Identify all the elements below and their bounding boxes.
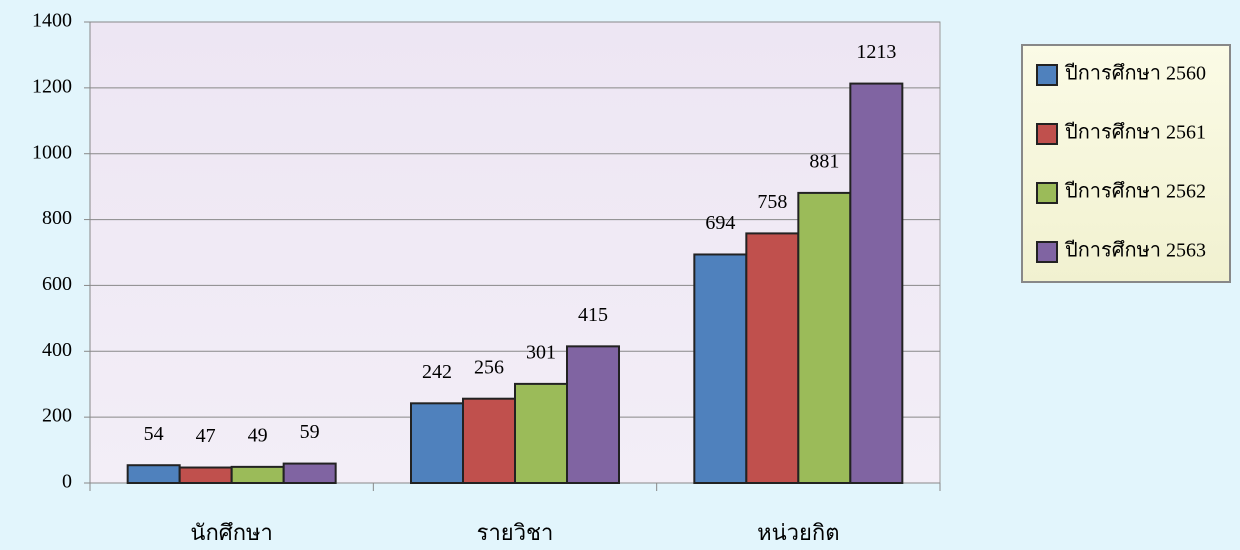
y-tick-label: 0 bbox=[62, 471, 72, 493]
legend-label: ปีการศึกษา 2562 bbox=[1065, 181, 1206, 203]
bar bbox=[178, 466, 233, 484]
y-tick-label: 800 bbox=[42, 207, 72, 229]
y-tick-label: 200 bbox=[42, 405, 72, 427]
data-label: 694 bbox=[705, 212, 735, 234]
bar bbox=[126, 464, 181, 484]
legend-label: ปีการศึกษา 2563 bbox=[1065, 240, 1206, 262]
x-tick-label: หน่วยกิต bbox=[757, 520, 839, 545]
legend-swatch bbox=[1036, 182, 1058, 204]
data-label: 301 bbox=[526, 341, 556, 363]
data-label: 59 bbox=[300, 421, 320, 443]
data-label: 47 bbox=[196, 425, 216, 447]
data-label: 256 bbox=[474, 356, 504, 378]
legend-label: ปีการศึกษา 2560 bbox=[1065, 63, 1206, 85]
bar bbox=[410, 402, 464, 485]
data-label: 415 bbox=[578, 304, 608, 326]
bar bbox=[566, 345, 620, 484]
data-label: 54 bbox=[144, 423, 164, 445]
x-tick-label: นักศึกษา bbox=[190, 520, 273, 545]
y-tick-label: 1200 bbox=[32, 75, 72, 97]
data-label: 49 bbox=[248, 424, 268, 446]
legend-swatch bbox=[1036, 123, 1058, 145]
bar bbox=[693, 253, 748, 484]
legend-swatch bbox=[1036, 241, 1058, 263]
bar bbox=[514, 382, 568, 485]
y-tick-label: 1400 bbox=[32, 10, 72, 32]
y-tick-label: 400 bbox=[42, 339, 72, 361]
y-tick-label: 600 bbox=[42, 273, 72, 295]
x-tick-label: รายวิชา bbox=[477, 520, 554, 545]
y-tick-label: 1000 bbox=[32, 141, 72, 163]
data-label: 758 bbox=[757, 191, 787, 213]
bar bbox=[462, 397, 516, 484]
bar bbox=[849, 82, 904, 485]
data-label: 881 bbox=[809, 150, 839, 172]
bar bbox=[230, 465, 285, 484]
legend-swatch bbox=[1036, 64, 1058, 86]
data-label: 242 bbox=[422, 361, 452, 383]
legend-label: ปีการศึกษา 2561 bbox=[1065, 122, 1206, 144]
bar bbox=[745, 232, 800, 484]
bar bbox=[797, 191, 852, 484]
data-label: 1213 bbox=[856, 41, 896, 63]
bar bbox=[282, 462, 337, 484]
